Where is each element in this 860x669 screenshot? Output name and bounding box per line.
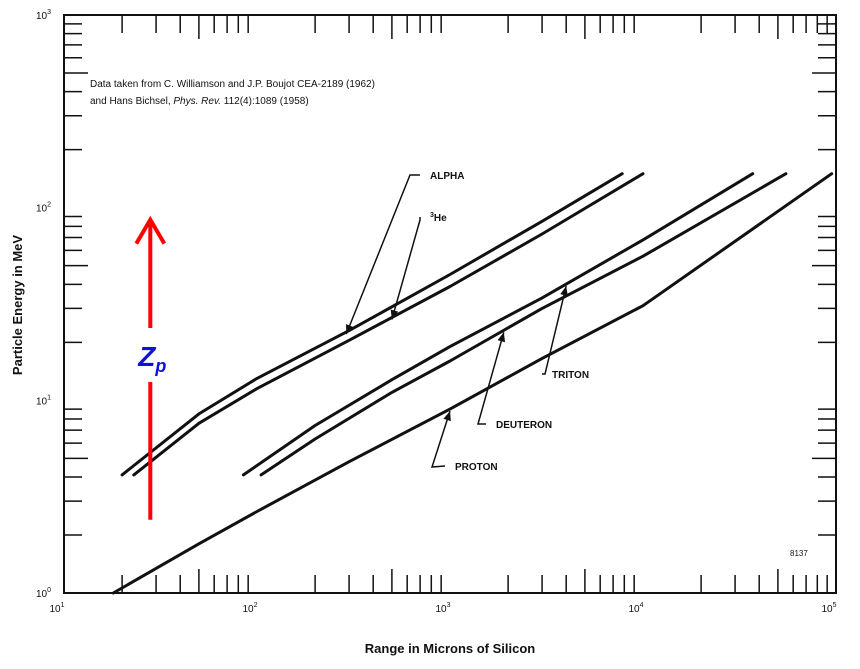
x-tick-label: 102 (242, 602, 257, 615)
arrowhead-proton (443, 411, 451, 422)
y-tick-base: 10 (36, 204, 48, 215)
x-tick-exp: 3 (447, 602, 451, 609)
leader-alpha (345, 174, 420, 335)
x-tick-exp: 4 (640, 602, 644, 609)
y-tick-label: 103 (36, 9, 51, 22)
leader-triton (542, 285, 567, 375)
zp-arrowhead (134, 215, 167, 245)
x-tick-base: 10 (49, 604, 61, 615)
x-tick-base: 10 (628, 604, 640, 615)
x-tick-exp: 1 (61, 602, 65, 609)
x-tick-label: 104 (628, 602, 643, 615)
y-tick-exp: 0 (47, 587, 51, 594)
curve-label-he: 3He (430, 212, 447, 224)
y-tick-base: 10 (36, 11, 48, 22)
series-line-deuteron (259, 172, 788, 477)
arrowhead-triton (560, 286, 568, 296)
y-tick-base: 10 (36, 396, 48, 407)
series-line-proton (111, 172, 834, 595)
leader-he (391, 217, 421, 320)
y-tick-exp: 1 (47, 394, 51, 401)
plot-frame (63, 14, 837, 594)
x-tick-base: 10 (435, 604, 447, 615)
zp-symbol: Z (137, 341, 156, 372)
arrowhead-alpha (346, 324, 354, 335)
source-note-line1: Data taken from C. Williamson and J.P. B… (90, 79, 375, 90)
x-tick-label: 105 (821, 602, 836, 615)
curve-label-deuteron: DEUTERON (496, 420, 552, 431)
series-line-he (132, 172, 645, 477)
y-axis-label: Particle Energy in MeV (10, 235, 25, 375)
x-tick-base: 10 (821, 604, 833, 615)
y-tick-exp: 3 (47, 9, 51, 16)
source-note-journal: Phys. Rev. (173, 96, 221, 107)
curve-label-triton: TRITON (552, 370, 589, 381)
source-note-ref: 112(4):1089 (1958) (221, 96, 309, 107)
x-tick-label: 101 (49, 602, 64, 615)
y-tick-base: 10 (36, 589, 48, 600)
x-axis-label: Range in Microns of Silicon (365, 641, 536, 656)
series-layer (111, 172, 834, 595)
y-tick-label: 100 (36, 587, 51, 600)
figure-id: 8137 (790, 549, 808, 558)
series-line-triton (241, 172, 755, 477)
x-tick-exp: 2 (254, 602, 258, 609)
x-tick-base: 10 (242, 604, 254, 615)
curve-label-proton: PROTON (455, 462, 498, 473)
x-tick-label: 103 (435, 602, 450, 615)
y-tick-label: 102 (36, 202, 51, 215)
curve-label-sup: 3 (430, 212, 434, 219)
leader-deuteron (477, 332, 505, 425)
y-tick-label: 101 (36, 394, 51, 407)
zp-annotation: Zp (134, 215, 167, 520)
curve-label-alpha: ALPHA (430, 171, 464, 182)
y-tick-exp: 2 (47, 202, 51, 209)
curve-labels: ALPHA 3He TRITON DEUTERON PROTON (345, 171, 589, 473)
leader-proton (430, 410, 451, 468)
curve-label-main: He (434, 213, 447, 224)
zp-subscript: p (154, 356, 166, 376)
minor-tick-marks (64, 15, 836, 593)
source-note-authors: and Hans Bichsel, (90, 96, 173, 107)
x-tick-exp: 5 (833, 602, 837, 609)
arrowhead-deuteron (497, 332, 506, 343)
arrowhead-he (390, 309, 399, 320)
source-note-line2: and Hans Bichsel, Phys. Rev. 112(4):1089… (90, 96, 309, 107)
zp-label: Zp (137, 341, 166, 376)
